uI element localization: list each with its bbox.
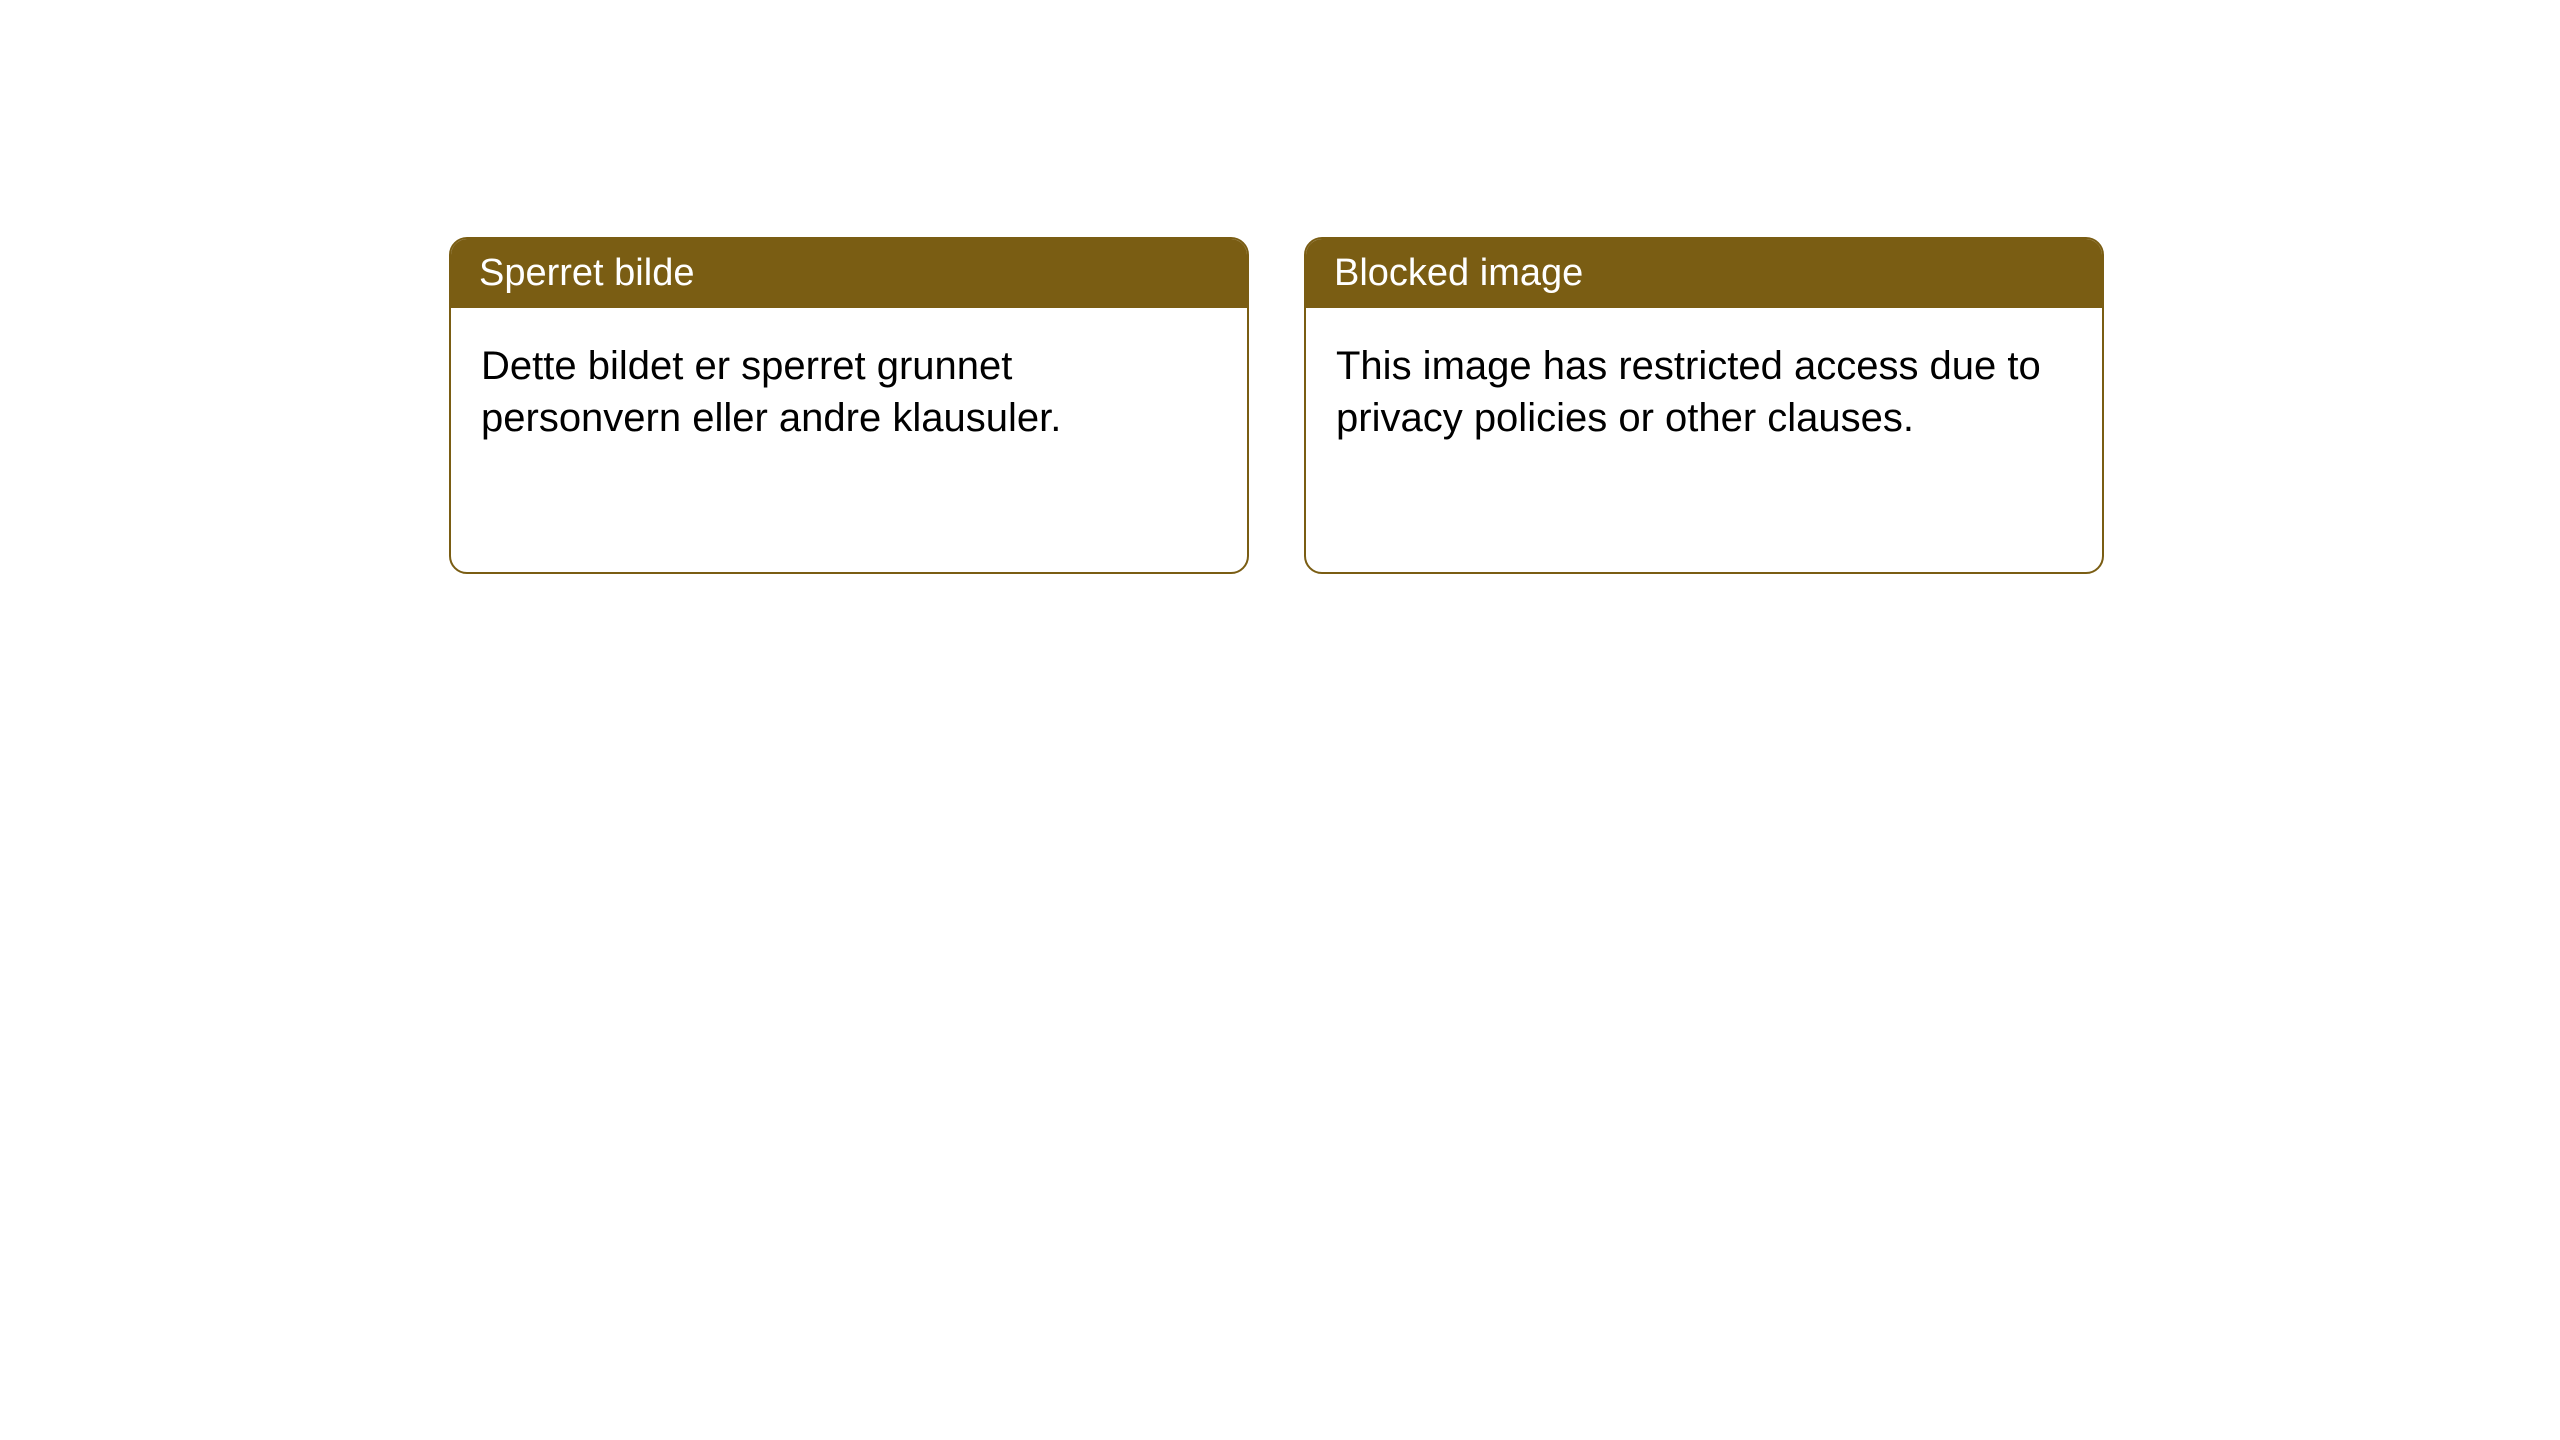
notice-card-norwegian: Sperret bilde Dette bildet er sperret gr… (449, 237, 1249, 574)
notice-cards-container: Sperret bilde Dette bildet er sperret gr… (449, 237, 2104, 574)
card-body-norwegian: Dette bildet er sperret grunnet personve… (451, 308, 1247, 476)
notice-card-english: Blocked image This image has restricted … (1304, 237, 2104, 574)
card-title-english: Blocked image (1306, 239, 2102, 308)
card-title-norwegian: Sperret bilde (451, 239, 1247, 308)
card-body-english: This image has restricted access due to … (1306, 308, 2102, 476)
